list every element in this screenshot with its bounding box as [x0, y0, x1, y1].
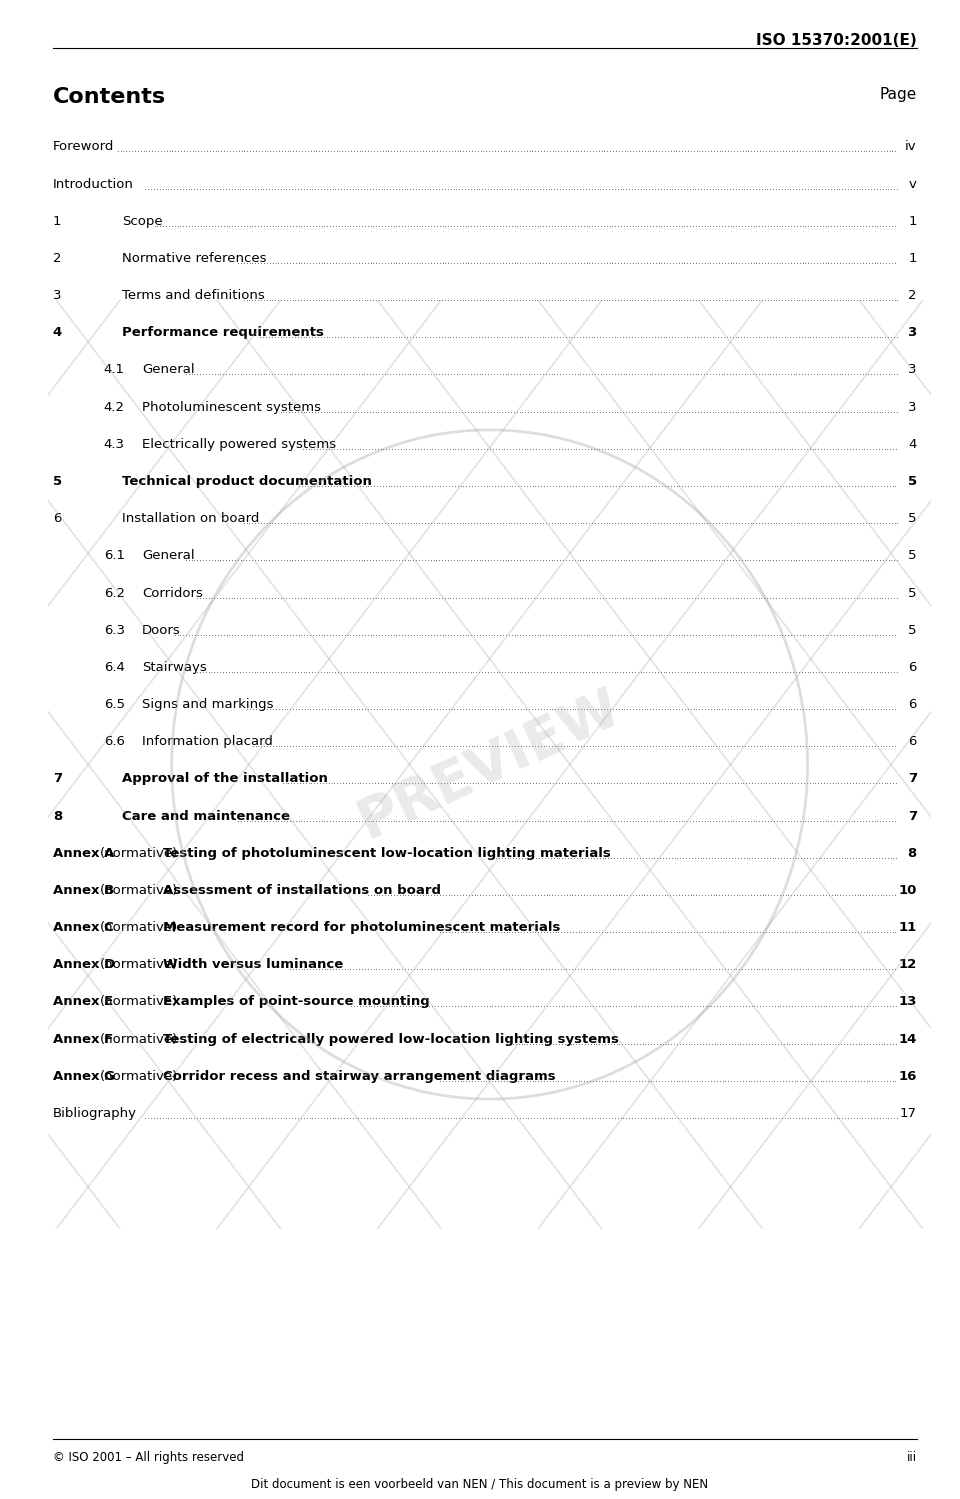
Text: Normative references: Normative references	[122, 252, 267, 265]
Text: 3: 3	[907, 327, 917, 339]
Text: Stairways: Stairways	[142, 661, 206, 675]
Text: 5: 5	[908, 624, 917, 637]
Text: General: General	[142, 363, 195, 376]
Text: Assessment of installations on board: Assessment of installations on board	[162, 884, 441, 896]
Text: 5: 5	[53, 475, 62, 489]
Text: ISO 15370:2001(E): ISO 15370:2001(E)	[756, 33, 917, 48]
Text: Width versus luminance: Width versus luminance	[162, 958, 343, 971]
Text: 1: 1	[908, 214, 917, 228]
Text: 6.5: 6.5	[104, 699, 125, 711]
Text: Annex A: Annex A	[53, 847, 114, 860]
Text: Testing of photoluminescent low-location lighting materials: Testing of photoluminescent low-location…	[162, 847, 611, 860]
Text: 1: 1	[908, 252, 917, 265]
Text: Doors: Doors	[142, 624, 180, 637]
Text: 5: 5	[908, 513, 917, 525]
Text: Annex D: Annex D	[53, 958, 115, 971]
Text: 4: 4	[53, 327, 62, 339]
Text: 6.3: 6.3	[104, 624, 125, 637]
Text: 7: 7	[907, 772, 917, 785]
Text: Introduction: Introduction	[53, 177, 133, 190]
Text: 16: 16	[899, 1070, 917, 1082]
Text: 6.1: 6.1	[104, 549, 125, 562]
Text: Testing of electrically powered low-location lighting systems: Testing of electrically powered low-loca…	[162, 1033, 618, 1046]
Text: Foreword: Foreword	[53, 141, 114, 153]
Text: Technical product documentation: Technical product documentation	[122, 475, 372, 489]
Text: (normative): (normative)	[100, 995, 179, 1009]
Text: Care and maintenance: Care and maintenance	[122, 809, 290, 823]
Text: 14: 14	[899, 1033, 917, 1046]
Text: Bibliography: Bibliography	[53, 1106, 137, 1120]
Text: Measurement record for photoluminescent materials: Measurement record for photoluminescent …	[162, 920, 560, 934]
Text: Corridor recess and stairway arrangement diagrams: Corridor recess and stairway arrangement…	[162, 1070, 555, 1082]
Text: Scope: Scope	[122, 214, 162, 228]
Text: Terms and definitions: Terms and definitions	[122, 289, 265, 303]
Text: 11: 11	[899, 920, 917, 934]
Text: Dit document is een voorbeeld van NEN / This document is a preview by NEN: Dit document is een voorbeeld van NEN / …	[252, 1478, 708, 1492]
Text: (normative): (normative)	[100, 1070, 179, 1082]
Text: 7: 7	[907, 809, 917, 823]
Text: Photoluminescent systems: Photoluminescent systems	[142, 400, 321, 414]
Text: 4: 4	[908, 438, 917, 451]
Text: Electrically powered systems: Electrically powered systems	[142, 438, 336, 451]
Text: (normative): (normative)	[100, 958, 179, 971]
Text: Signs and markings: Signs and markings	[142, 699, 274, 711]
Text: Examples of point-source mounting: Examples of point-source mounting	[162, 995, 429, 1009]
Text: 6: 6	[908, 699, 917, 711]
Text: Contents: Contents	[53, 87, 166, 106]
Text: (normative): (normative)	[100, 1033, 179, 1046]
Text: 4.1: 4.1	[104, 363, 125, 376]
Text: 8: 8	[907, 847, 917, 860]
Text: Annex F: Annex F	[53, 1033, 113, 1046]
Text: Page: Page	[879, 87, 917, 102]
Text: 3: 3	[908, 363, 917, 376]
Text: 12: 12	[899, 958, 917, 971]
Text: 1: 1	[53, 214, 61, 228]
Text: 6: 6	[908, 661, 917, 675]
Text: Performance requirements: Performance requirements	[122, 327, 324, 339]
Text: 5: 5	[908, 549, 917, 562]
Text: Annex E: Annex E	[53, 995, 113, 1009]
Text: 2: 2	[908, 289, 917, 303]
Text: Corridors: Corridors	[142, 586, 203, 600]
Text: 7: 7	[53, 772, 62, 785]
Text: 4.3: 4.3	[104, 438, 125, 451]
Text: 10: 10	[899, 884, 917, 896]
Text: 3: 3	[908, 400, 917, 414]
Text: 8: 8	[53, 809, 62, 823]
Text: iii: iii	[906, 1451, 917, 1465]
Text: 5: 5	[907, 475, 917, 489]
Text: General: General	[142, 549, 195, 562]
Text: 4.2: 4.2	[104, 400, 125, 414]
Text: (normative): (normative)	[100, 884, 179, 896]
Text: Approval of the installation: Approval of the installation	[122, 772, 327, 785]
Text: v: v	[909, 177, 917, 190]
Text: (normative): (normative)	[100, 847, 179, 860]
Text: 17: 17	[900, 1106, 917, 1120]
Text: 13: 13	[899, 995, 917, 1009]
Text: Installation on board: Installation on board	[122, 513, 259, 525]
Text: 3: 3	[53, 289, 61, 303]
Text: Annex C: Annex C	[53, 920, 113, 934]
Text: 6.2: 6.2	[104, 586, 125, 600]
Text: Annex G: Annex G	[53, 1070, 115, 1082]
Text: 6: 6	[908, 735, 917, 748]
Text: (normative): (normative)	[100, 920, 179, 934]
Text: 6: 6	[53, 513, 61, 525]
Text: 6.6: 6.6	[104, 735, 125, 748]
Text: iv: iv	[905, 141, 917, 153]
Text: 5: 5	[908, 586, 917, 600]
Text: 6.4: 6.4	[104, 661, 125, 675]
Text: 2: 2	[53, 252, 61, 265]
Text: Information placard: Information placard	[142, 735, 273, 748]
Text: Annex B: Annex B	[53, 884, 114, 896]
Text: © ISO 2001 – All rights reserved: © ISO 2001 – All rights reserved	[53, 1451, 244, 1465]
